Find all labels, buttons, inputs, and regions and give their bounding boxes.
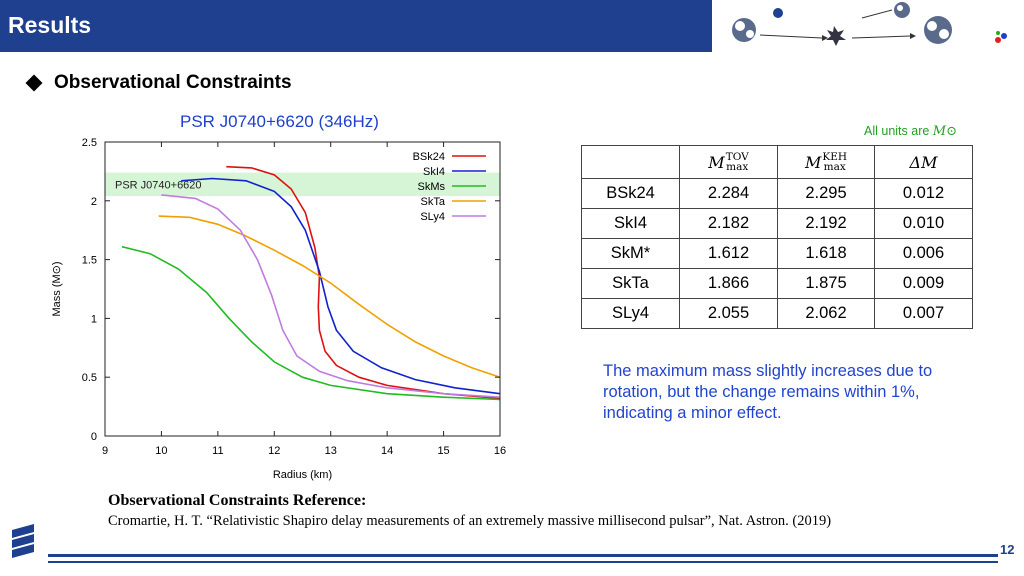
x-tick-label: 16 [494,445,506,457]
table-cell-tov: 1.612 [679,238,778,269]
table-cell-eos: SkTa [581,268,680,299]
table-cell-eos: SkI4 [581,208,680,239]
x-tick-label: 15 [437,445,449,457]
table-cell-keh: 1.875 [777,268,875,299]
series-line-sly4 [161,194,501,398]
table-cell-tov: 2.284 [679,178,778,209]
footer-line [48,554,998,557]
table-cell-tov: 1.866 [679,268,778,299]
legend-label-ski4: SkI4 [423,166,445,178]
header-decoration [712,0,1024,52]
units-note: All units are M⊙ [864,124,957,139]
table-header-row: M TOV max M KEH max ΔM [581,145,973,179]
conclusion-text: The maximum mass slightly increases due … [603,362,933,422]
legend-label-skms: SkMs [418,181,446,193]
y-tick-label: 1 [91,313,97,325]
table-cell-delta: 0.006 [874,238,973,269]
table-cell-keh: 2.192 [777,208,875,239]
table-cell-tov: 2.055 [679,298,778,329]
table-cell-eos: BSk24 [581,178,680,209]
table-cell-keh: 1.618 [777,238,875,269]
x-tick-label: 13 [325,445,337,457]
table-cell-keh: 2.295 [777,178,875,209]
institution-logo-icon [12,524,34,558]
y-tick-label: 2 [91,196,97,208]
table-row: SkI4 2.182 2.192 0.010 [581,208,973,239]
y-tick-label: 1.5 [82,255,97,267]
table-cell-delta: 0.012 [874,178,973,209]
table-header-delta: ΔM [874,145,973,179]
table-header-keh: M KEH max [777,145,875,179]
table-header-empty [581,145,680,179]
reference-text: Cromartie, H. T. “Relativistic Shapiro d… [108,513,832,529]
table-row: SkM* 1.612 1.618 0.006 [581,238,973,269]
series-line-bsk24 [226,165,501,400]
table-row: BSk24 2.284 2.295 0.012 [581,178,973,209]
y-tick-label: 0.5 [82,372,97,384]
table-cell-keh: 2.062 [777,298,875,329]
constraint-band-label: PSR J0740+6620 [115,179,202,191]
legend-label-bsk24: BSk24 [413,151,445,163]
table-header-tov: M TOV max [679,145,778,179]
max-mass-table: M TOV max M KEH max ΔM BSk24 2.284 2.295 0.0… [581,145,973,329]
table-cell-eos: SkM* [581,238,680,269]
y-axis-label: Mass (M⊙) [51,261,63,316]
x-tick-label: 14 [381,445,393,457]
series-line-ski4 [181,177,501,395]
reference-title: Observational Constraints Reference: [108,492,367,509]
legend-label-skta: SkTa [421,196,446,208]
table-row: SkTa 1.866 1.875 0.009 [581,268,973,299]
series-line-skms [121,245,501,401]
table-row: SLy4 2.055 2.062 0.007 [581,298,973,329]
x-tick-label: 9 [102,445,108,457]
page-number: 12 [1000,542,1015,557]
units-note-text: All units are [864,124,930,138]
table-cell-delta: 0.007 [874,298,973,329]
slide-title: Results [8,12,92,38]
y-tick-label: 0 [91,431,97,443]
table-cell-delta: 0.009 [874,268,973,299]
table-cell-tov: 2.182 [679,208,778,239]
plot-frame [104,141,501,437]
x-tick-label: 10 [155,445,167,457]
mass-radius-chart: PSR J0740+6620 9 10 11 12 13 14 15 16 0 0.5 1 1.5 2 2… [51,137,506,481]
chart-title: PSR J0740+6620 (346Hz) [180,112,379,131]
section-heading: Observational Constraints [25,72,292,94]
legend-label-sly4: SLy4 [420,211,445,223]
series-line-skta [158,215,501,378]
table-cell-delta: 0.010 [874,208,973,239]
units-note-symbol: M⊙ [932,124,958,139]
diamond-bullet-icon [25,74,43,92]
y-tick-label: 2.5 [82,137,97,149]
x-axis-label: Radius (km) [273,469,332,481]
section-heading-text: Observational Constraints [54,72,292,93]
footer-line [48,561,998,563]
x-tick-label: 12 [268,445,280,457]
x-tick-label: 11 [212,445,223,457]
table-cell-eos: SLy4 [581,298,680,329]
particle-decoration-icon [732,2,1007,46]
